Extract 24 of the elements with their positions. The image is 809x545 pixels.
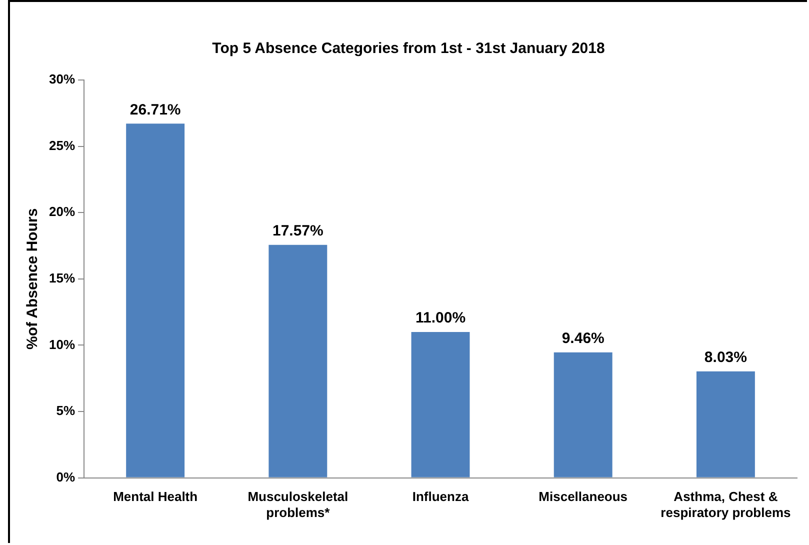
data-label: 17.57% (272, 222, 324, 240)
x-tick-label: Miscellaneous (538, 489, 628, 504)
x-tick-label: Influenza (412, 489, 470, 504)
bar (554, 352, 612, 478)
data-label: 8.03% (704, 348, 747, 366)
bar (696, 371, 755, 478)
bar (126, 124, 185, 478)
bar (411, 332, 470, 478)
x-tick-label: Asthma, Chest & respiratory problems (660, 489, 791, 520)
data-label: 26.71% (130, 101, 181, 118)
data-label: 9.46% (562, 330, 604, 347)
chart-title: Top 5 Absence Categories from 1st - 31st January 2018 (212, 40, 605, 58)
y-tick-label: 15% (48, 270, 76, 286)
data-label: 11.00% (415, 310, 466, 327)
y-tick-label: 10% (48, 336, 76, 352)
y-tick-label: 25% (48, 138, 76, 153)
y-tick-label: 5% (56, 403, 76, 418)
y-axis-title: %of Absence Hours (24, 208, 42, 350)
bar (268, 244, 328, 478)
y-tick-label: 20% (48, 204, 76, 220)
x-tick-label: Musculoskeletal problems* (248, 489, 348, 520)
x-tick-label: Mental Health (113, 489, 198, 504)
y-tick-label: 30% (48, 72, 76, 87)
y-tick-label: 0% (56, 469, 76, 484)
